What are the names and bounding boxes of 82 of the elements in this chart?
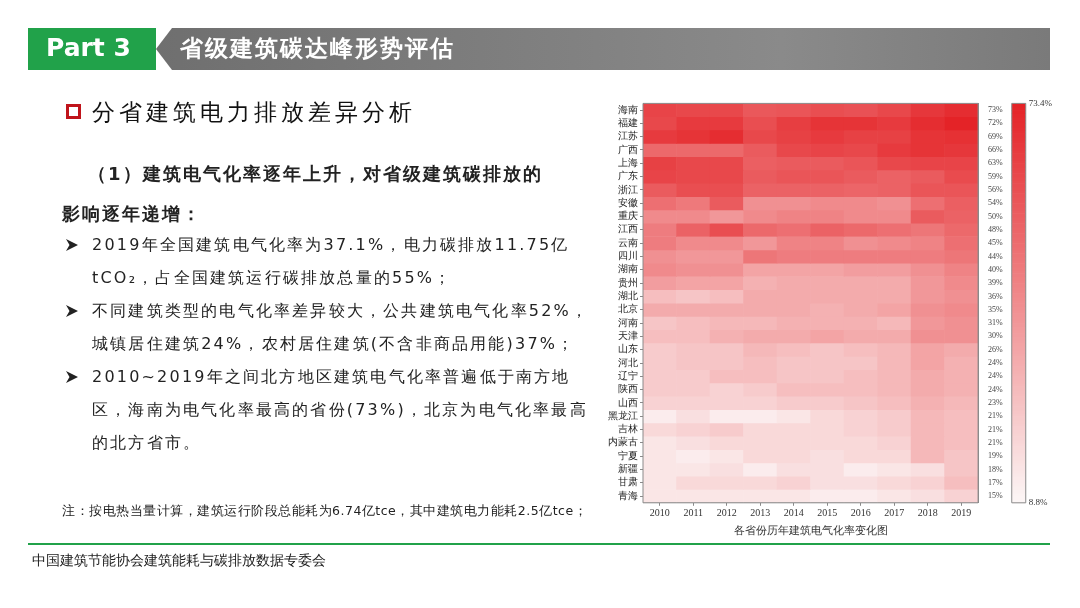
- y2-tick-label: 40%: [988, 264, 1004, 274]
- y-tick-label: 辽宁: [618, 369, 638, 381]
- y-tick-label: 山西: [618, 396, 638, 408]
- y2-tick-label: 18%: [988, 464, 1004, 474]
- y2-tick-label: 44%: [988, 251, 1004, 261]
- y-tick-label: 上海: [618, 156, 638, 168]
- y2-tick-label: 31%: [988, 318, 1004, 328]
- text: 2019年全国建筑电气化率为37.1%，电力碳排放11.75亿tCO₂，占全国建筑运行碳排放总量的55%；: [92, 234, 571, 289]
- y-tick-label: 内蒙古: [608, 436, 638, 448]
- y-tick-label: 山东: [618, 343, 638, 355]
- y2-tick-label: 24%: [988, 371, 1004, 381]
- y-tick-label: 江苏: [618, 130, 638, 142]
- y2-tick-label: 72%: [988, 118, 1004, 128]
- text: 2010~2019年之间北方地区建筑电气化率普遍低于南方地区，海南为电气化率最高的省份(73%)，北京为电气化率最高的北方省市。: [92, 366, 589, 454]
- y-tick-label: 江西: [618, 223, 638, 235]
- y-tick-label: 陕西: [618, 383, 638, 395]
- y-tick-label: 安徽: [618, 196, 638, 208]
- y2-tick-label: 45%: [988, 238, 1004, 248]
- y-tick-label: 贵州: [618, 276, 638, 288]
- y2-tick-label: 69%: [988, 131, 1004, 141]
- x-tick-label: 2018: [917, 507, 938, 519]
- y2-tick-label: 59%: [988, 171, 1004, 181]
- x-tick-label: 2014: [783, 507, 804, 519]
- y2-tick-label: 30%: [988, 331, 1004, 341]
- y2-tick-label: 36%: [988, 291, 1004, 301]
- y-tick-label: 云南: [618, 236, 638, 248]
- text: （1）建筑电气化率逐年上升，对省级建筑碳排放的影响逐年递增：: [62, 162, 544, 226]
- y-tick-label: 天津: [618, 329, 638, 341]
- x-tick-label: 2019: [951, 507, 972, 519]
- y-tick-label: 海南: [618, 103, 638, 115]
- x-tick-label: 2010: [649, 507, 670, 519]
- y-tick-label: 青海: [618, 489, 638, 501]
- y-tick-label: 宁夏: [618, 449, 638, 461]
- y2-tick-label: 17%: [988, 477, 1004, 487]
- color-bar-label: 73.4%: [1028, 97, 1053, 108]
- y2-tick-label: 24%: [988, 384, 1004, 394]
- y-tick-label: 广东: [618, 170, 638, 182]
- text: 不同建筑类型的电气化率差异较大，公共建筑电气化率52%，城镇居住建筑24%，农村居住建筑(不含非商品用能)37%；: [92, 300, 591, 355]
- color-bar-label: 8.8%: [1028, 497, 1048, 508]
- y-tick-label: 北京: [618, 303, 638, 315]
- y-tick-label: 重庆: [618, 210, 638, 222]
- y-tick-label: 湖南: [618, 263, 638, 275]
- y-tick-label: 甘肃: [618, 476, 638, 488]
- y2-tick-label: 35%: [988, 304, 1004, 314]
- y-tick-label: 福建: [618, 116, 638, 128]
- y-tick-label: 新疆: [618, 463, 638, 475]
- y-tick-label: 河北: [618, 356, 638, 368]
- y-tick-label: 河南: [618, 316, 638, 328]
- x-tick-label: 2015: [817, 507, 838, 519]
- y-tick-label: 四川: [618, 250, 638, 262]
- text: Part 3: [46, 32, 131, 64]
- x-tick-label: 2013: [750, 507, 771, 519]
- text: 中国建筑节能协会建筑能耗与碳排放数据专委会: [32, 551, 326, 570]
- text: 注：按电热当量计算，建筑运行阶段总能耗为6.74亿tce，其中建筑电力能耗2.5亿tce；: [62, 502, 588, 520]
- text: 分省建筑电力排放差异分析: [92, 98, 416, 127]
- y2-tick-label: 23%: [988, 398, 1004, 408]
- y2-tick-label: 21%: [988, 411, 1004, 421]
- y2-tick-label: 73%: [988, 105, 1004, 115]
- x-axis-title: 各省份历年建筑电气化率变化图: [733, 524, 888, 537]
- y-tick-label: 吉林: [618, 423, 638, 435]
- x-tick-label: 2017: [884, 507, 905, 519]
- y2-tick-label: 26%: [988, 344, 1004, 354]
- y-tick-label: 浙江: [618, 183, 638, 195]
- y2-tick-label: 15%: [988, 491, 1004, 501]
- y2-tick-label: 66%: [988, 145, 1004, 155]
- y2-tick-label: 19%: [988, 451, 1004, 461]
- y2-tick-label: 39%: [988, 278, 1004, 288]
- y2-tick-label: 63%: [988, 158, 1004, 168]
- y2-tick-label: 56%: [988, 185, 1004, 195]
- y2-tick-label: 48%: [988, 224, 1004, 234]
- x-tick-label: 2012: [716, 507, 737, 519]
- x-tick-label: 2016: [850, 507, 871, 519]
- y-tick-label: 广西: [618, 143, 638, 155]
- y-tick-label: 黑龙江: [608, 409, 638, 421]
- y-tick-label: 湖北: [618, 290, 638, 302]
- y2-tick-label: 21%: [988, 424, 1004, 434]
- y2-tick-label: 24%: [988, 358, 1004, 368]
- y2-tick-label: 50%: [988, 211, 1004, 221]
- x-tick-label: 2011: [683, 507, 704, 519]
- text: 省级建筑碳达峰形势评估: [180, 34, 455, 63]
- y2-tick-label: 21%: [988, 437, 1004, 447]
- y2-tick-label: 54%: [988, 198, 1004, 208]
